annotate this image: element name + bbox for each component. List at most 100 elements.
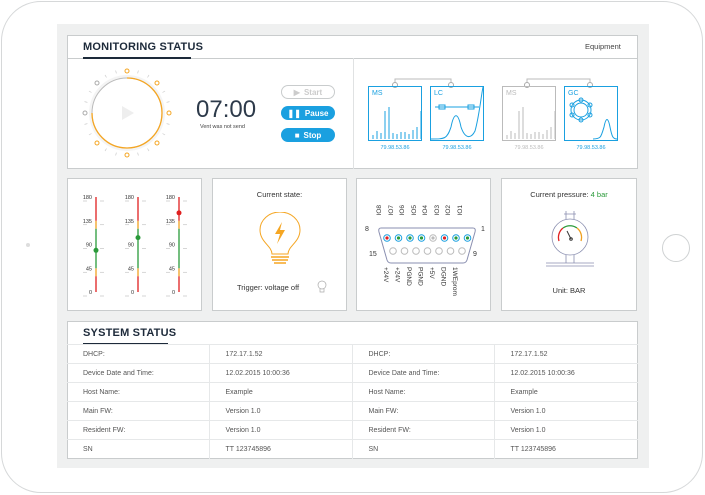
gauge-tick-label: 0 [131,290,134,296]
pressure-card: Current pressure: 4 bar Unit: BAR [501,178,637,311]
pin-label: PGND [405,267,412,286]
gauge-tick-label: 180 [125,195,134,201]
gauge-tick-label: 45 [128,266,134,272]
dial-tick [137,152,139,156]
device-lc[interactable]: LC [430,86,484,141]
dial-tick [84,123,88,125]
pressure-gauge-icon [546,211,594,267]
pause-button[interactable]: ❚❚ Pause [281,106,335,120]
device-ms-1[interactable]: MS [368,86,422,141]
gauge-bars: 180 135 90 45 0 180 135 90 45 0 180 135 90 45 0 [83,195,187,297]
dial-tick [166,101,170,103]
row-value: Version 1.0 [208,420,352,440]
timer-status: Vent was not send [200,124,245,130]
dial-tick [88,90,92,93]
row-value: TT 123745896 [493,439,638,459]
title-underline [83,57,191,59]
pin-label: +5V [428,267,435,279]
gauge-marker [176,210,182,216]
home-button[interactable] [662,234,690,262]
system-title: SYSTEM STATUS [83,327,177,339]
pin [412,247,420,255]
pin-number: 15 [369,251,377,258]
pin-label: IO4 [422,205,429,216]
row-value: Example [208,382,352,402]
gauge-tick-label: 0 [89,290,92,296]
row-label: Device Date and Time: [67,363,209,383]
spectrum-icon [506,107,555,139]
stop-icon: ■ [294,130,300,140]
device-label: GC [568,90,579,97]
row-value: 172.17.1.52 [493,344,638,364]
device-gc[interactable]: GC [564,86,618,141]
gc-coil-icon [569,97,617,140]
gauge-tick-label: 90 [169,243,175,249]
table-row: DHCP: 172.17.1.52 DHCP: 172.17.1.52 [67,344,638,364]
dial-tick [104,148,107,152]
pin-indicator [396,236,401,240]
pin-number: 9 [473,251,477,258]
dsub-connector [378,227,476,264]
pin-label: IO6 [399,205,406,216]
pin-indicator [431,236,435,240]
gauge-tick-label: 0 [172,290,175,296]
device-ms-2[interactable]: MS [502,86,556,141]
row-value: 172.17.1.52 [208,344,352,364]
pin [400,247,409,255]
gauge-tick-label: 45 [169,266,175,272]
row-label: SN [67,439,209,459]
pressure-value: 4 bar [590,190,608,199]
pressure-label-text: Current pressure: [530,190,589,199]
pin-indicator [408,236,412,240]
stop-button[interactable]: ■ Stop [281,128,335,142]
divider [353,58,354,169]
row-value: Example [493,382,638,402]
play-icon: ▶ [293,87,300,97]
play-icon [122,106,134,120]
row-label: Main FW: [351,401,494,421]
gauge-marker [93,247,99,253]
pin-number: 1 [481,226,485,233]
pin-label: 1WEprom [451,267,458,296]
pin [423,247,432,255]
row-value: TT 123745896 [208,439,352,459]
dial-tick [115,70,117,74]
pressure-unit: Unit: BAR [552,286,586,295]
gauge-tick-label: 180 [83,195,92,201]
column-icon [431,87,483,140]
device-ip: 79.98.53.86 [514,145,544,151]
pin [435,247,443,255]
state-title: Current state: [256,190,303,199]
dial-tick [137,70,139,74]
row-label: Host Name: [351,382,494,402]
gauge-tick-label: 90 [128,243,134,249]
pin-label: IO7 [387,205,395,216]
pin-number: 8 [365,226,369,233]
pin [458,247,466,255]
pin-label: IO5 [410,205,418,216]
row-label: DHCP: [351,344,494,364]
dial-tick [147,148,150,152]
pin [446,247,455,255]
gauge-tick-label: 45 [86,266,92,272]
system-status-table: DHCP: 172.17.1.52 DHCP: 172.17.1.52 Device D… [67,344,638,459]
device-ip: 79.98.53.86 [380,145,410,151]
row-value: Version 1.0 [208,401,352,421]
timer-time: 07:00 [196,96,257,123]
table-row: Host Name: Example Host Name: Example [67,382,638,402]
table-row: Main FW: Version 1.0 Main FW: Version 1.0 [67,401,638,421]
lightbulb-icon [259,212,301,264]
timer-dial[interactable] [80,66,175,161]
gauges-card: 180 135 90 45 0 180 135 90 45 0 180 135 90 45 0 [67,178,202,311]
dial-tick [166,123,170,125]
start-button[interactable]: ▶ Start [281,85,335,99]
gauge-tick-label: 135 [166,219,175,225]
pin-label: IO8 [376,205,383,216]
row-value: 12.02.2015 10:00:36 [493,363,638,383]
device-ip: 79.98.53.86 [442,145,472,151]
stop-label: Stop [303,130,322,140]
bulb-small-icon [317,280,327,293]
row-value: Version 1.0 [493,401,638,421]
camera-dot [26,243,30,247]
equipment-link[interactable]: Equipment [585,42,621,51]
